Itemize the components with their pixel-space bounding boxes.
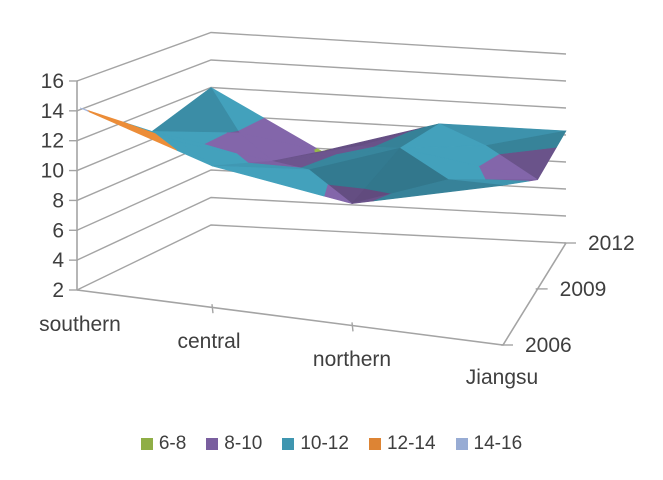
value-axis-label: 14 xyxy=(41,100,65,123)
surface-facet xyxy=(373,179,504,202)
legend-item-6-8: 6-8 xyxy=(140,433,187,455)
depth-axis-label: 2012 xyxy=(588,232,635,255)
legend-label: 14-16 xyxy=(473,433,523,454)
legend-swatch-8-10 xyxy=(206,438,219,450)
value-axis-label: 16 xyxy=(41,70,64,93)
legend-item-12-14: 12-14 xyxy=(368,433,436,455)
value-gridline xyxy=(76,59,567,112)
legend-item-10-12: 10-12 xyxy=(282,433,349,455)
category-axis-label: southern xyxy=(39,313,121,336)
legend-swatch-10-12 xyxy=(282,438,295,450)
legend-label: 8-10 xyxy=(224,433,263,454)
value-axis-label: 6 xyxy=(52,219,64,242)
surface-facet xyxy=(79,107,89,112)
value-gridline xyxy=(76,224,567,291)
value-axis-label: 10 xyxy=(41,160,64,183)
legend-swatch-14-16 xyxy=(455,438,468,450)
legend-label: 12-14 xyxy=(386,433,436,454)
value-axis-label: 12 xyxy=(41,130,64,153)
depth-axis-label: 2009 xyxy=(560,278,607,301)
value-axis-label: 4 xyxy=(52,249,64,272)
chart-legend: 6-8 8-10 10-12 12-14 14-16 xyxy=(0,433,663,455)
legend-item-14-16: 14-16 xyxy=(455,433,523,455)
category-and-depth-axis-line xyxy=(76,242,567,346)
legend-label: 10-12 xyxy=(300,433,349,454)
value-gridline xyxy=(76,196,567,261)
value-axis-label: 2 xyxy=(52,279,64,302)
legend-swatch-12-14 xyxy=(368,438,381,450)
depth-axis-label: 2006 xyxy=(525,334,572,357)
category-axis-label: central xyxy=(177,330,240,353)
value-gridline xyxy=(76,31,567,82)
value-axis-label: 8 xyxy=(52,189,64,212)
legend-item-8-10: 8-10 xyxy=(206,433,262,455)
legend-swatch-6-8 xyxy=(140,438,153,450)
category-axis-label: Jiangsu xyxy=(466,366,538,389)
category-axis-label: northern xyxy=(313,348,391,371)
surface-facet xyxy=(211,165,328,197)
category-axis-tick xyxy=(211,304,214,314)
category-axis-tick xyxy=(351,322,354,332)
legend-label: 6-8 xyxy=(158,433,187,454)
